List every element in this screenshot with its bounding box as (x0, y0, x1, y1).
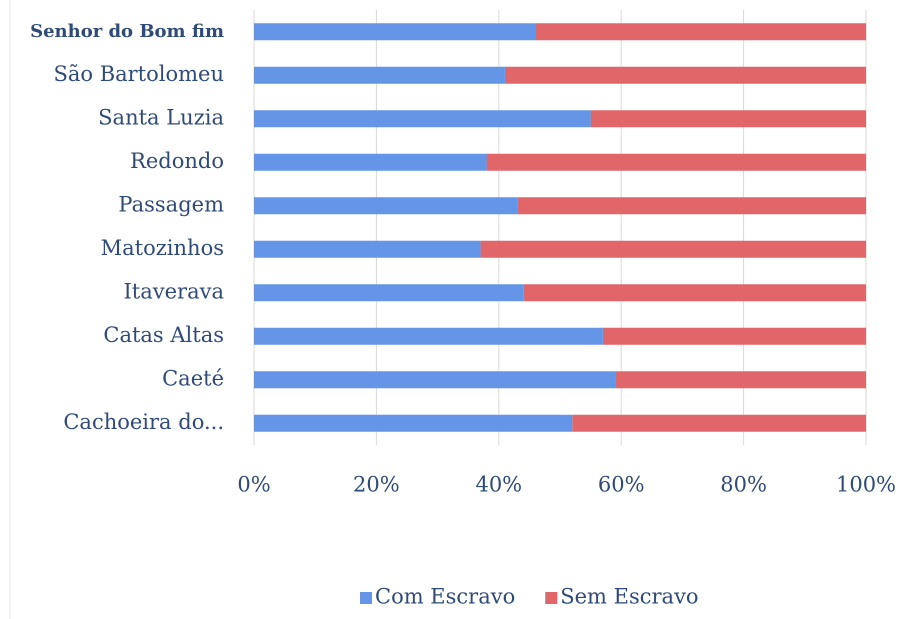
x-tick-label: 60% (598, 473, 645, 497)
y-tick-label: São Bartolomeu (53, 62, 224, 86)
y-tick-label: Catas Altas (103, 323, 224, 347)
x-tick-label: 40% (475, 473, 522, 497)
bar-segment (590, 110, 866, 128)
bar-segment (254, 110, 591, 128)
legend-swatch (360, 592, 372, 604)
y-tick-label: Redondo (130, 149, 224, 173)
bar-segment (254, 284, 524, 302)
y-tick-label: Matozinhos (101, 236, 224, 260)
legend-label: Sem Escravo (560, 585, 698, 609)
y-tick-label: Itaverava (124, 279, 225, 303)
bar-segment (523, 284, 866, 302)
bar-segment (615, 371, 866, 389)
bar-segment (535, 23, 866, 41)
bar-segment (254, 414, 573, 432)
x-tick-label: 100% (836, 473, 896, 497)
x-tick-label: 20% (353, 473, 400, 497)
legend-label: Com Escravo (375, 585, 515, 609)
bar-segment (480, 240, 866, 258)
bar-segment (517, 197, 866, 215)
bar-segment (254, 327, 603, 345)
y-tick-label: Caeté (162, 366, 224, 390)
bar-segment (602, 327, 866, 345)
x-tick-label: 0% (237, 473, 270, 497)
x-tick-label: 80% (720, 473, 767, 497)
bar-segment (486, 153, 866, 171)
bar-segment (254, 23, 536, 41)
bar-segment (504, 66, 866, 84)
bar-segment (254, 153, 487, 171)
legend-swatch (545, 592, 558, 604)
y-tick-label: Cachoeira do... (63, 410, 224, 434)
y-tick-label: Senhor do Bom fim (30, 21, 224, 42)
bar-segment (254, 66, 505, 84)
y-tick-label: Santa Luzia (98, 105, 224, 129)
bar-segment (254, 240, 481, 258)
bar-segment (254, 371, 616, 389)
bar-segment (572, 414, 866, 432)
y-tick-label: Passagem (118, 192, 224, 216)
bar-segment (254, 197, 518, 215)
